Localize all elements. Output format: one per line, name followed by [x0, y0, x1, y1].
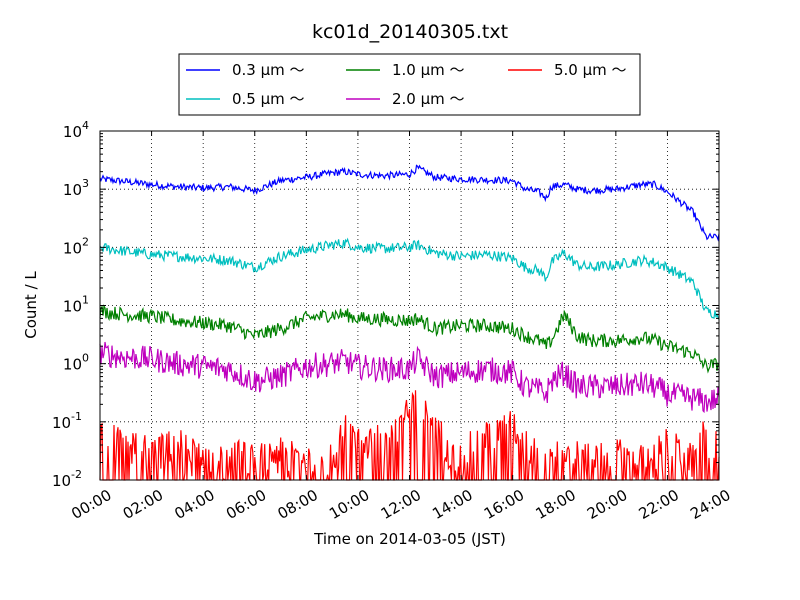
y-axis-label: Count / L	[22, 271, 40, 339]
x-tick-labels: 00:00 02:00 04:00 06:00 08:00 10:00 12:00 14:00…	[68, 486, 733, 523]
y-tick-label: 100	[63, 352, 89, 374]
legend-label: 2.0 μm ～	[392, 90, 465, 108]
x-tick-label: 08:00	[275, 486, 321, 523]
series-line-1	[99, 237, 720, 320]
y-tick-label: 101	[63, 294, 89, 316]
legend-label: 1.0 μm ～	[392, 61, 465, 79]
x-tick-label: 06:00	[223, 486, 269, 523]
x-tick-label: 00:00	[68, 486, 114, 523]
y-tick-label: 104	[63, 119, 89, 141]
chart-title: kc01d_20140305.txt	[312, 21, 508, 43]
x-tick-label: 14:00	[429, 486, 475, 523]
axis-ticks	[99, 130, 720, 481]
legend-label: 0.5 μm ～	[232, 90, 305, 108]
x-tick-label: 04:00	[171, 486, 217, 523]
y-tick-labels: 10-2 10-1 100 101 102 103 104	[52, 119, 89, 490]
series-line-2	[99, 304, 720, 374]
legend-box	[178, 53, 641, 116]
y-tick-label: 103	[63, 177, 89, 199]
x-tick-label: 02:00	[120, 486, 166, 523]
y-tick-label: 10-1	[52, 410, 82, 432]
x-tick-label: 18:00	[532, 486, 578, 523]
y-tick-label: 102	[63, 235, 89, 257]
x-axis-label: Time on 2014-03-05 (JST)	[313, 530, 506, 548]
x-tick-label: 12:00	[378, 486, 424, 523]
x-tick-label: 16:00	[481, 486, 527, 523]
series-line-3	[99, 341, 720, 414]
legend: 0.3 μm ～ 0.5 μm ～ 1.0 μm ～ 2.0 μm ～ 5.0 μm ～	[178, 53, 641, 116]
series-lines	[99, 164, 720, 482]
x-tick-label: 20:00	[584, 486, 630, 523]
legend-label: 0.3 μm ～	[232, 61, 305, 79]
x-tick-label: 10:00	[326, 486, 372, 523]
legend-label: 5.0 μm ～	[554, 61, 627, 79]
y-tick-label: 10-2	[52, 468, 82, 490]
x-tick-label: 24:00	[687, 486, 733, 523]
series-line-0	[99, 164, 720, 242]
x-tick-label: 22:00	[636, 486, 682, 523]
